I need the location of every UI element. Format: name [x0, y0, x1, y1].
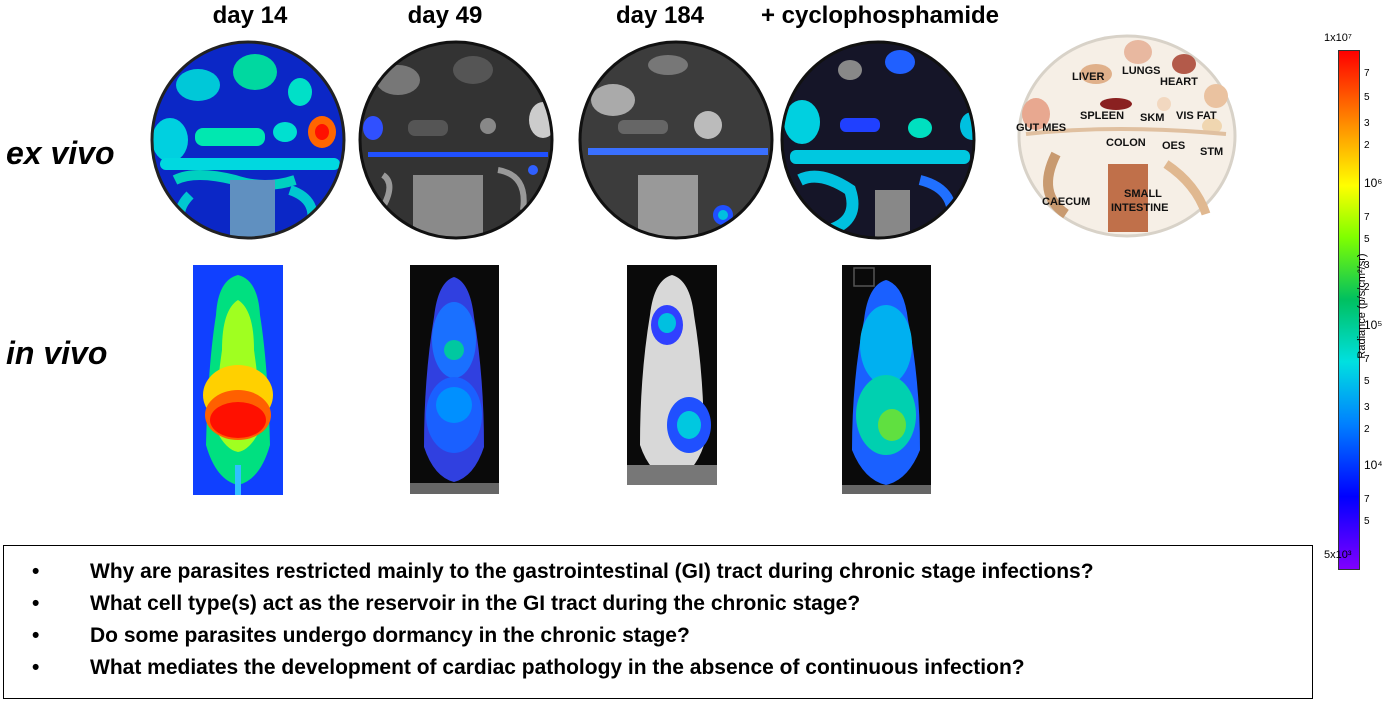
colorbar-gradient: [1338, 50, 1360, 570]
colorbar-minor-tick: 2: [1364, 424, 1370, 435]
colorbar-minor-tick: 7: [1364, 68, 1370, 79]
ex-vivo-dish-day49: [358, 40, 554, 240]
colorbar-decade-1e6: 10⁶: [1364, 176, 1383, 190]
in-vivo-mouse-day184: [627, 265, 717, 485]
colorbar-minor-tick: 3: [1364, 118, 1370, 129]
ex-vivo-dish-day14: [150, 40, 346, 240]
colorbar-minor-tick: 7: [1364, 494, 1370, 505]
organ-reference-dish: LIVER LUNGS HEART SPLEEN SKM VIS FAT GUT…: [1016, 34, 1238, 238]
organ-dish-photo: [1017, 34, 1237, 238]
colorbar-minor-tick: 5: [1364, 234, 1370, 245]
column-title-cyclophosphamide: + cyclophosphamide: [760, 2, 1000, 29]
organ-label-intestine: INTESTINE: [1111, 202, 1169, 214]
in-vivo-mouse-cyclophosphamide: [842, 265, 931, 494]
question-text: What cell type(s) act as the reservoir i…: [90, 592, 861, 615]
colorbar-axis-label: Radiance (p/s/cm²/sr): [1356, 253, 1368, 359]
organ-label-caecum: CAECUM: [1042, 196, 1091, 208]
colorbar: 1x10⁷ 5x10³ 10⁶ 10⁵ 10⁴ 7 5 3 2 7 5 3 2 …: [1318, 28, 1400, 570]
colorbar-minor-tick: 7: [1364, 212, 1370, 223]
organ-label-spleen: SPLEEN: [1080, 110, 1125, 122]
organ-label-oes: OES: [1162, 140, 1186, 152]
column-title-day14: day 14: [212, 2, 288, 29]
colorbar-minor-tick: 5: [1364, 376, 1370, 387]
colorbar-minor-tick: 3: [1364, 260, 1370, 271]
in-vivo-mouse-day14: [193, 265, 283, 495]
question-text: What mediates the development of cardiac…: [90, 656, 1025, 679]
organ-label-stm: STM: [1200, 146, 1224, 158]
colorbar-min-label: 5x10³: [1324, 549, 1352, 561]
organ-label-heart: HEART: [1160, 76, 1198, 88]
questions-box: • Why are parasites restricted mainly to…: [3, 545, 1313, 699]
colorbar-decade-1e5: 10⁵: [1364, 318, 1383, 332]
bullet-icon: •: [32, 560, 40, 583]
organ-label-colon: COLON: [1106, 137, 1146, 149]
ex-vivo-dish-day184: [578, 40, 774, 240]
colorbar-minor-tick: 2: [1364, 282, 1370, 293]
row-title-in-vivo: in vivo: [6, 335, 108, 371]
organ-label-skm: SKM: [1140, 112, 1165, 124]
colorbar-minor-tick: 3: [1364, 402, 1370, 413]
colorbar-max-label: 1x10⁷: [1324, 32, 1352, 44]
colorbar-minor-tick: 7: [1364, 354, 1370, 365]
bullet-icon: •: [32, 624, 40, 647]
organ-label-gut-mes: GUT MES: [1016, 122, 1067, 134]
column-title-day49: day 49: [407, 2, 483, 29]
question-text: Do some parasites undergo dormancy in th…: [90, 624, 690, 647]
colorbar-decade-1e4: 10⁴: [1364, 458, 1383, 472]
bullet-icon: •: [32, 592, 40, 615]
organ-label-liver: LIVER: [1072, 71, 1105, 83]
organ-label-small: SMALL: [1124, 188, 1162, 200]
organ-label-lungs: LUNGS: [1122, 65, 1161, 77]
colorbar-minor-tick: 5: [1364, 516, 1370, 527]
organ-label-vis-fat: VIS FAT: [1176, 110, 1217, 122]
column-title-day184: day 184: [615, 2, 705, 29]
bullet-icon: •: [32, 656, 40, 679]
question-text: Why are parasites restricted mainly to t…: [90, 560, 1094, 583]
row-title-ex-vivo: ex vivo: [6, 135, 115, 171]
colorbar-minor-tick: 5: [1364, 92, 1370, 103]
ex-vivo-dish-cyclophosphamide: [780, 40, 976, 240]
in-vivo-mouse-day49: [410, 265, 499, 494]
colorbar-minor-tick: 2: [1364, 140, 1370, 151]
